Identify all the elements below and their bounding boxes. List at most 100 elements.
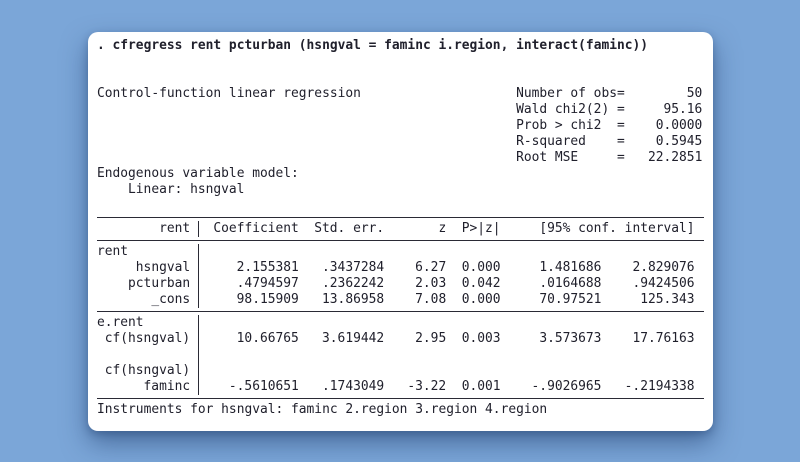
cell-coefficient: -.5610651: [228, 379, 299, 394]
model-title: Control-function linear regression: [97, 86, 361, 101]
stat-label: Root MSE: [516, 150, 579, 165]
cell-coefficient: 2.155381: [236, 260, 299, 275]
cell-stderr: .2362242: [322, 276, 385, 291]
blank-line: [97, 54, 704, 70]
equals-sign: =: [616, 150, 625, 165]
cell-pvalue: 0.000: [461, 260, 501, 275]
cell-z: 6.27: [415, 260, 447, 275]
col-header-confinterval: [95% conf. interval]: [539, 221, 695, 236]
blank-line: [97, 70, 704, 86]
stat-row-wald: Wald chi2(2) = 95.16: [516, 102, 702, 118]
cell-coefficient: .4794597: [236, 276, 299, 291]
var-label: faminc: [143, 379, 191, 394]
cell-pvalue: 0.000: [461, 292, 501, 307]
equation-row-rent: rent: [97, 244, 704, 260]
stat-value: 22.2851: [648, 150, 703, 165]
col-header-z: z: [438, 221, 447, 236]
table-section-rule: [97, 311, 704, 312]
blank-line: [97, 198, 704, 214]
equals-sign: =: [616, 102, 625, 117]
cell-coefficient: 10.66765: [236, 331, 299, 346]
column-divider: [190, 292, 213, 308]
model-header-zone: Control-function linear regression Numbe…: [97, 86, 704, 166]
table-header-row: rent Coefficient Std. err. z P>|z| [95% …: [97, 221, 704, 237]
cell-stderr: .3437284: [322, 260, 385, 275]
coefficient-table: rent Coefficient Std. err. z P>|z| [95% …: [97, 217, 704, 399]
cell-pvalue: 0.003: [461, 331, 501, 346]
cell-z: 7.08: [415, 292, 447, 307]
var-row-hsngval: hsngval 2.155381 .3437284 6.27 0.000 1.4…: [97, 260, 704, 276]
col-header-stderr: Std. err.: [314, 221, 385, 236]
blank-table-row: [97, 347, 704, 363]
cell-ci-upper: 125.343: [640, 292, 695, 307]
col-header-pvalue: P>|z|: [461, 221, 501, 236]
stat-label: R-squared: [516, 134, 586, 149]
var-row-cons: _cons 98.15909 13.86958 7.08 0.000 70.97…: [97, 292, 704, 308]
column-divider: [190, 221, 213, 237]
column-divider: [190, 260, 213, 276]
command-line: . cfregress rent pcturban (hsngval = fam…: [97, 38, 649, 53]
cell-ci-upper: .9424506: [632, 276, 695, 291]
cell-ci-lower: -.9026965: [531, 379, 602, 394]
column-divider: [190, 276, 213, 292]
stat-value: 50: [686, 86, 703, 101]
instruments-footnote: Instruments for hsngval: faminc 2.region…: [97, 402, 548, 417]
cell-z: 2.95: [415, 331, 447, 346]
stat-row-rsquared: R-squared = 0.5945: [516, 134, 702, 150]
stat-value: 0.5945: [655, 134, 703, 149]
endogenous-model-header: Endogenous variable model:: [97, 166, 299, 181]
results-output-card: . cfregress rent pcturban (hsngval = fam…: [88, 32, 713, 431]
cell-stderr: .1743049: [322, 379, 385, 394]
var-label: _cons: [151, 292, 191, 307]
stat-value: 0.0000: [655, 118, 703, 133]
cell-ci-upper: -.2194338: [624, 379, 695, 394]
table-bottom-rule: [97, 398, 704, 399]
cell-coefficient: 98.15909: [236, 292, 299, 307]
table-header-rule: [97, 240, 704, 241]
var-label: hsngval: [135, 260, 191, 275]
column-divider: [190, 347, 213, 363]
equals-sign: =: [616, 134, 625, 149]
cell-ci-lower: .0164688: [539, 276, 602, 291]
var-label: cf(hsngval): [104, 363, 191, 378]
equation-label: e.rent: [97, 315, 144, 330]
stat-row-rootmse: Root MSE = 22.2851: [516, 150, 702, 166]
stat-label: Prob > chi2: [516, 118, 602, 133]
equation-label: rent: [97, 244, 129, 259]
cell-ci-lower: 70.97521: [539, 292, 602, 307]
column-divider: [190, 244, 213, 260]
column-divider: [190, 315, 213, 331]
cell-stderr: 13.86958: [322, 292, 385, 307]
stat-row-prob: Prob > chi2 = 0.0000: [516, 118, 702, 134]
stats-block: Number of obs = 50 Wald chi2(2) = 95.16 …: [516, 86, 702, 166]
cell-pvalue: 0.042: [461, 276, 501, 291]
equation-row-e-rent: e.rent: [97, 315, 704, 331]
cell-ci-lower: 1.481686: [539, 260, 602, 275]
cell-stderr: 3.619442: [322, 331, 385, 346]
stat-row-obs: Number of obs = 50: [516, 86, 702, 102]
cell-z: 2.03: [415, 276, 447, 291]
cell-ci-upper: 17.76163: [632, 331, 695, 346]
col-header-coefficient: Coefficient: [213, 221, 299, 236]
table-top-rule: [97, 217, 704, 218]
column-divider: [190, 379, 213, 395]
depvar-header: rent: [159, 221, 191, 236]
cell-z: -3.22: [407, 379, 447, 394]
var-label: pcturban: [128, 276, 191, 291]
stat-label: Wald chi2(2): [516, 102, 610, 117]
var-row-cf-hsngval: cf(hsngval) 10.66765 3.619442 2.95 0.003…: [97, 331, 704, 347]
column-divider: [190, 363, 213, 379]
cell-ci-upper: 2.829076: [632, 260, 695, 275]
group-row-cf-hsngval: cf(hsngval): [97, 363, 704, 379]
equals-sign: =: [616, 118, 625, 133]
stat-value: 95.16: [663, 102, 703, 117]
cell-pvalue: 0.001: [461, 379, 501, 394]
stat-label: Number of obs: [516, 86, 617, 101]
var-row-pcturban: pcturban .4794597 .2362242 2.03 0.042 .0…: [97, 276, 704, 292]
endogenous-model-detail: Linear: hsngval: [128, 182, 245, 197]
equals-sign: =: [616, 86, 625, 101]
var-row-faminc: faminc -.5610651 .1743049 -3.22 0.001 -.…: [97, 379, 704, 395]
var-label: [97, 347, 190, 363]
cell-ci-lower: 3.573673: [539, 331, 602, 346]
